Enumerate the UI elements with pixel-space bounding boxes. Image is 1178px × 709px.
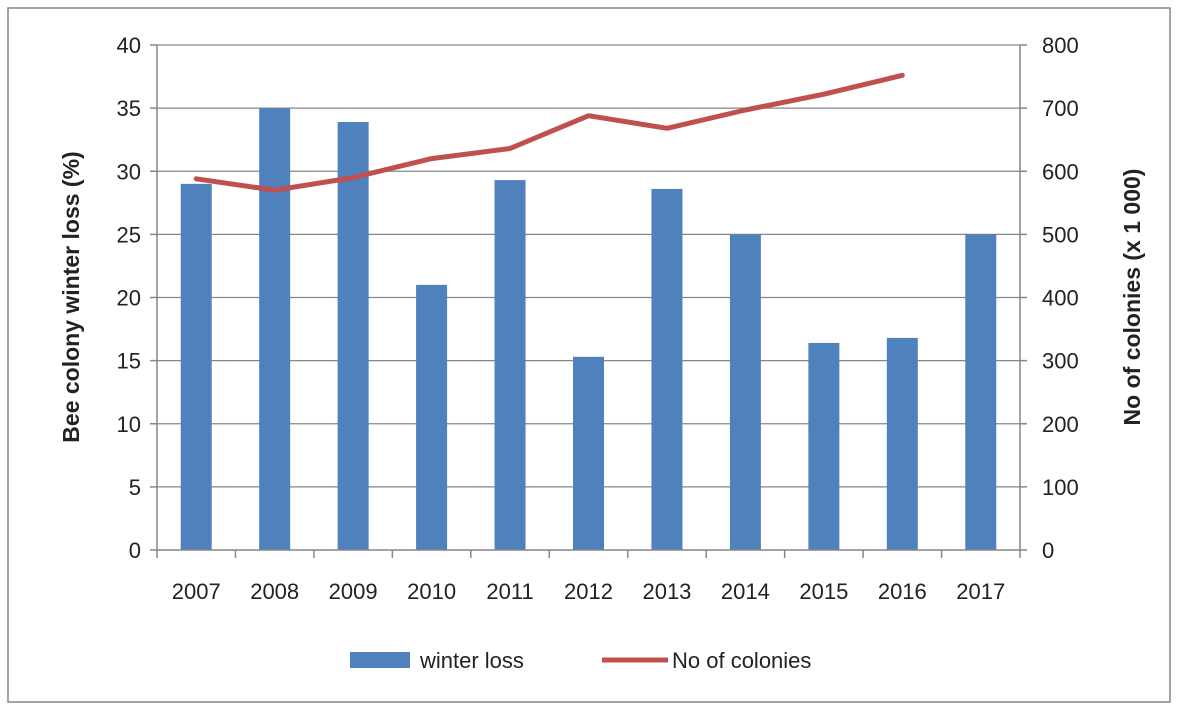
x-tick-label: 2007 bbox=[172, 579, 221, 604]
y2-tick-label: 300 bbox=[1042, 349, 1079, 374]
y2-tick-label: 600 bbox=[1042, 159, 1079, 184]
y2-tick-label: 700 bbox=[1042, 96, 1079, 121]
x-tick-label: 2008 bbox=[250, 579, 299, 604]
y2-axis-title: No of colonies (x 1 000) bbox=[1119, 169, 1145, 426]
x-tick-label: 2014 bbox=[721, 579, 770, 604]
y-tick-label: 10 bbox=[117, 412, 141, 437]
y-tick-label: 5 bbox=[129, 475, 141, 500]
bar bbox=[573, 357, 604, 550]
legend-swatch-winter-loss bbox=[350, 652, 410, 668]
legend-label-no-of-colonies: No of colonies bbox=[672, 648, 811, 673]
y-tick-label: 35 bbox=[117, 96, 141, 121]
y-tick-label: 0 bbox=[129, 538, 141, 563]
bar bbox=[651, 189, 682, 550]
x-tick-label: 2017 bbox=[956, 579, 1005, 604]
bar bbox=[965, 234, 996, 550]
y-tick-label: 40 bbox=[117, 33, 141, 58]
x-tick-label: 2016 bbox=[878, 579, 927, 604]
x-tick-label: 2012 bbox=[564, 579, 613, 604]
x-tick-label: 2009 bbox=[329, 579, 378, 604]
y-axis-title: Bee colony winter loss (%) bbox=[58, 151, 84, 442]
y-tick-label: 15 bbox=[117, 349, 141, 374]
x-tick-label: 2010 bbox=[407, 579, 456, 604]
bar bbox=[338, 122, 369, 550]
bar bbox=[495, 180, 526, 550]
x-tick-label: 2015 bbox=[799, 579, 848, 604]
y2-tick-label: 400 bbox=[1042, 286, 1079, 311]
legend-label-winter-loss: winter loss bbox=[419, 648, 524, 673]
y2-tick-label: 500 bbox=[1042, 222, 1079, 247]
y2-tick-label: 800 bbox=[1042, 33, 1079, 58]
y-tick-label: 20 bbox=[117, 286, 141, 311]
x-tick-label: 2013 bbox=[642, 579, 691, 604]
bar bbox=[259, 108, 290, 550]
bar bbox=[808, 343, 839, 550]
y2-tick-label: 100 bbox=[1042, 475, 1079, 500]
bar bbox=[730, 234, 761, 550]
bar bbox=[181, 184, 212, 550]
x-tick-label: 2011 bbox=[486, 579, 533, 604]
bar bbox=[416, 285, 447, 550]
y2-tick-label: 0 bbox=[1042, 538, 1054, 563]
y2-tick-label: 200 bbox=[1042, 412, 1079, 437]
bar bbox=[887, 338, 918, 550]
y-tick-label: 30 bbox=[117, 159, 141, 184]
y-tick-label: 25 bbox=[117, 222, 141, 247]
